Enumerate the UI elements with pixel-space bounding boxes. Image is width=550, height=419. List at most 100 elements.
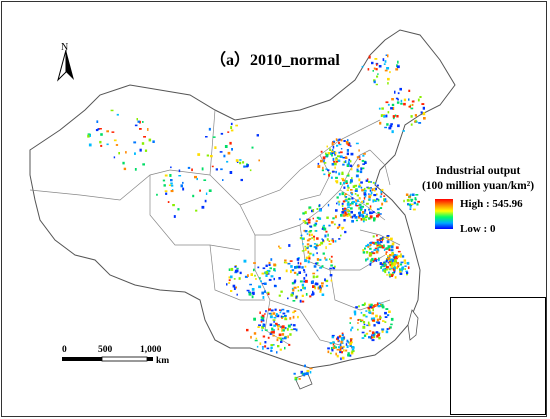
output-point [350, 193, 354, 196]
output-point [242, 161, 245, 164]
output-point [327, 233, 329, 237]
output-point [389, 264, 393, 267]
output-point [208, 189, 212, 192]
output-point [377, 258, 380, 262]
output-point [334, 240, 337, 243]
north-arrow-icon [57, 49, 74, 82]
output-point [272, 344, 275, 346]
output-point [360, 181, 363, 184]
output-point [363, 153, 366, 155]
output-point [404, 262, 407, 265]
output-point [301, 283, 305, 287]
output-point [346, 214, 349, 217]
output-point [381, 188, 384, 191]
output-point [400, 261, 404, 264]
output-point [311, 280, 314, 284]
output-point [389, 237, 393, 241]
china-outline [29, 29, 456, 369]
output-point [268, 261, 271, 265]
output-point [338, 346, 341, 349]
output-point [353, 214, 356, 218]
output-point [390, 123, 393, 126]
output-point [87, 134, 90, 138]
output-point [99, 128, 102, 130]
output-point [279, 311, 282, 314]
output-point [238, 277, 241, 280]
output-point [343, 209, 346, 212]
output-point [366, 243, 369, 247]
output-point [234, 271, 238, 274]
output-point [358, 158, 361, 161]
output-point [290, 265, 293, 268]
output-point [363, 193, 367, 196]
output-point [340, 139, 343, 142]
output-point [374, 241, 378, 244]
output-point [376, 208, 380, 211]
output-point [269, 315, 273, 319]
output-point [277, 325, 281, 327]
output-point [142, 121, 144, 123]
output-point [357, 319, 360, 321]
output-point [339, 350, 342, 354]
scale-unit: km [156, 356, 170, 366]
output-point [338, 193, 341, 196]
output-point [266, 347, 270, 350]
output-point [228, 268, 231, 271]
output-point [281, 337, 284, 340]
output-point [347, 197, 351, 201]
output-point [350, 168, 353, 171]
output-point [252, 292, 255, 295]
output-point [314, 222, 318, 226]
output-point [396, 262, 399, 265]
output-point [307, 250, 310, 254]
output-point [385, 251, 388, 253]
output-point [330, 176, 333, 179]
output-point [331, 335, 335, 339]
output-point [270, 346, 273, 349]
output-point [226, 160, 229, 163]
output-point [370, 317, 374, 321]
output-point [331, 163, 335, 166]
output-point [410, 115, 413, 118]
output-point [336, 144, 339, 147]
output-point [99, 140, 102, 144]
output-point [262, 325, 265, 327]
output-point [369, 242, 373, 244]
output-point [408, 98, 410, 101]
output-point [212, 136, 216, 138]
output-point [260, 316, 263, 319]
output-point [351, 326, 354, 329]
scale-bar [62, 356, 153, 362]
output-point [331, 149, 334, 151]
output-point [340, 337, 344, 340]
output-point [371, 257, 374, 261]
north-label: N [61, 42, 69, 53]
output-point [344, 211, 347, 214]
output-point [134, 152, 136, 155]
output-point [329, 258, 331, 261]
output-point [361, 205, 364, 208]
output-point [394, 90, 396, 94]
output-point [227, 151, 231, 155]
output-point [378, 245, 382, 249]
legend-gradient-bar [435, 199, 453, 229]
output-point [341, 226, 345, 229]
output-point [369, 205, 372, 208]
output-point [368, 217, 372, 220]
output-point [348, 354, 352, 357]
output-point [393, 269, 396, 272]
output-point [172, 204, 175, 207]
output-point [338, 335, 341, 338]
output-point [334, 265, 336, 268]
output-point [338, 141, 340, 144]
output-point [230, 275, 233, 279]
output-point [165, 192, 168, 195]
output-point [338, 225, 341, 228]
output-point [374, 199, 377, 202]
output-point [409, 204, 412, 208]
output-point [348, 142, 351, 146]
output-point [335, 161, 339, 163]
output-point [267, 336, 270, 339]
output-point [292, 300, 296, 302]
output-point [362, 217, 366, 221]
